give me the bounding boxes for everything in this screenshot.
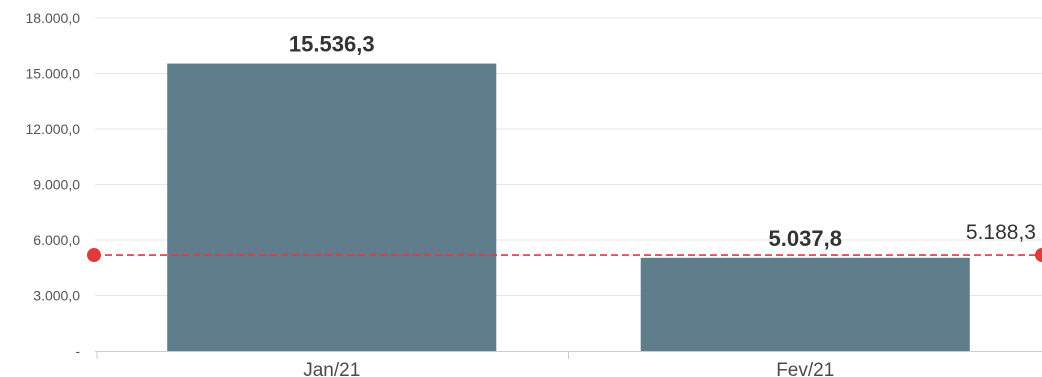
y-tick-label: 15.000,0: [26, 66, 81, 82]
y-tick-label: 3.000,0: [33, 288, 80, 304]
bar-value-label: 5.037,8: [769, 226, 842, 251]
x-axis: Jan/21 Fev/21: [95, 351, 1042, 377]
reference-line: 5.188,3: [87, 221, 1042, 263]
reference-value-label: 5.188,3: [966, 221, 1036, 244]
data-labels: 15.536,3 5.037,8: [289, 32, 842, 251]
bars: [167, 63, 970, 351]
y-tick-label: 9.000,0: [33, 177, 80, 193]
x-category-label: Fev/21: [776, 360, 834, 377]
reference-end-marker: [1035, 248, 1042, 263]
reference-start-marker: [87, 248, 101, 263]
y-tick-label: 6.000,0: [33, 232, 80, 248]
x-category-label: Jan/21: [303, 360, 360, 377]
y-axis: - 3.000,0 6.000,0 9.000,0 12.000,0 15.000,0 18…: [26, 10, 81, 359]
bar: [640, 257, 970, 351]
bar-value-label: 15.536,3: [289, 32, 375, 57]
y-tick-label: -: [75, 343, 80, 359]
y-tick-label: 12.000,0: [26, 121, 81, 137]
y-tick-label: 18.000,0: [26, 10, 81, 26]
bar: [167, 63, 497, 351]
